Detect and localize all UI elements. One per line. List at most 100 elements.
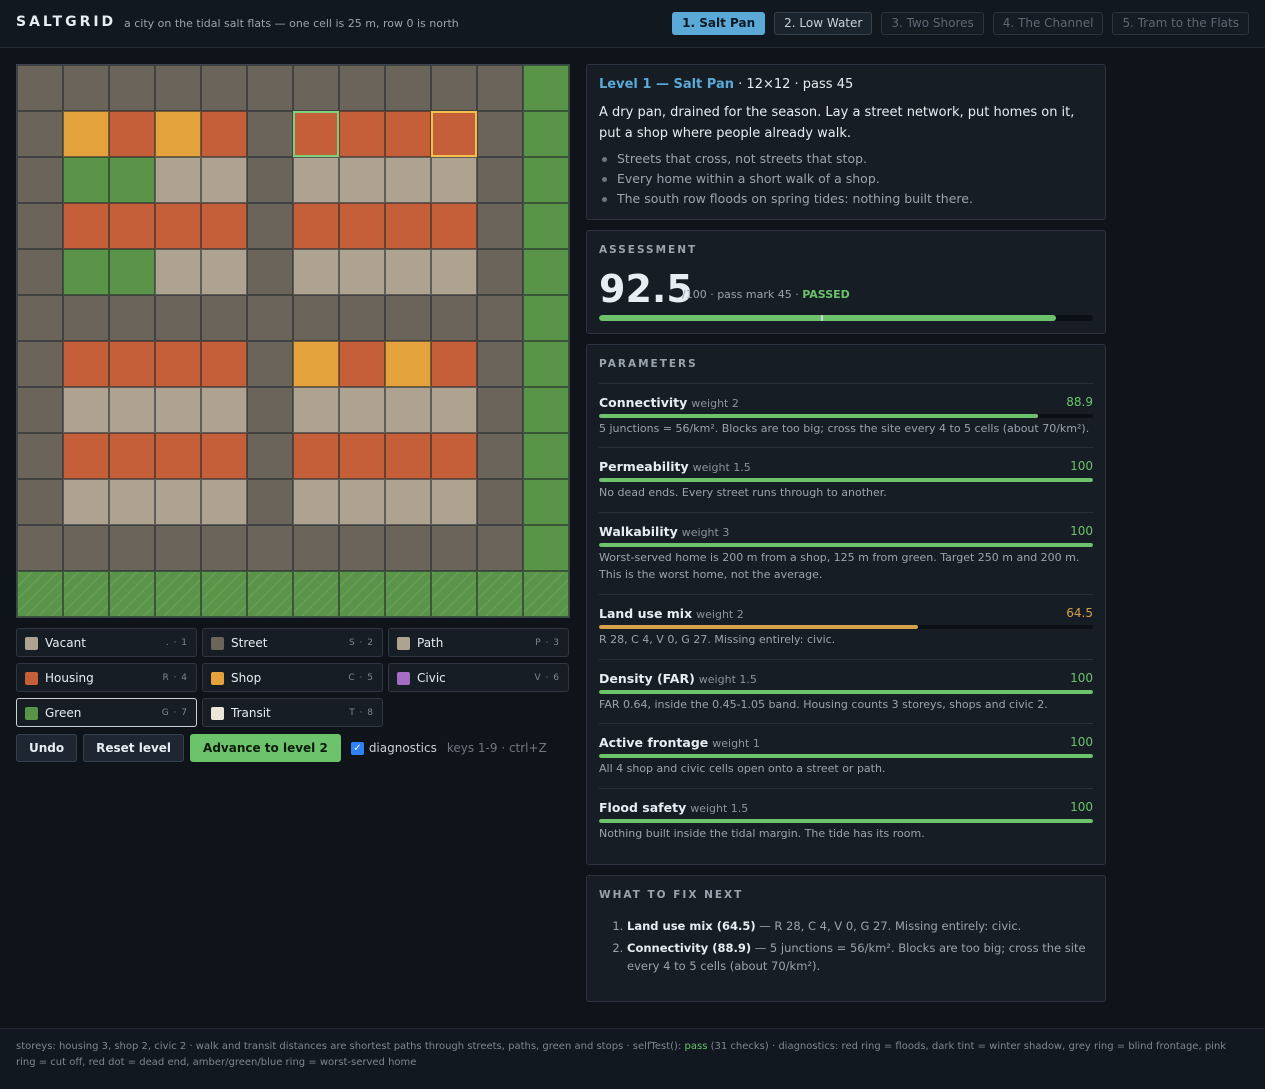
street-cell[interactable] xyxy=(477,203,523,249)
path-cell[interactable] xyxy=(63,479,109,525)
street-cell[interactable] xyxy=(431,295,477,341)
street-cell[interactable] xyxy=(477,341,523,387)
street-cell[interactable] xyxy=(17,65,63,111)
green-cell[interactable] xyxy=(247,571,293,617)
street-cell[interactable] xyxy=(109,295,155,341)
green-cell[interactable] xyxy=(155,571,201,617)
housing-cell[interactable] xyxy=(155,433,201,479)
housing-cell[interactable] xyxy=(201,203,247,249)
shop-cell[interactable] xyxy=(155,111,201,157)
green-cell[interactable] xyxy=(523,65,569,111)
green-cell[interactable] xyxy=(63,157,109,203)
street-cell[interactable] xyxy=(201,525,247,571)
housing-cell[interactable] xyxy=(109,203,155,249)
street-cell[interactable] xyxy=(63,295,109,341)
path-cell[interactable] xyxy=(431,387,477,433)
housing-cell[interactable] xyxy=(63,433,109,479)
housing-cell[interactable] xyxy=(431,433,477,479)
street-cell[interactable] xyxy=(109,65,155,111)
housing-cell[interactable] xyxy=(385,203,431,249)
green-cell[interactable] xyxy=(523,157,569,203)
housing-cell[interactable] xyxy=(63,341,109,387)
housing-cell[interactable] xyxy=(109,433,155,479)
housing-cell[interactable] xyxy=(155,203,201,249)
path-cell[interactable] xyxy=(63,387,109,433)
street-cell[interactable] xyxy=(17,249,63,295)
green-cell[interactable] xyxy=(109,571,155,617)
advance-level-button[interactable]: Advance to level 2 xyxy=(190,734,341,762)
street-cell[interactable] xyxy=(247,157,293,203)
tool-civic[interactable]: Civic V · 6 xyxy=(388,663,569,692)
tool-path[interactable]: Path P · 3 xyxy=(388,628,569,657)
housing-cell[interactable] xyxy=(63,203,109,249)
path-cell[interactable] xyxy=(155,479,201,525)
path-cell[interactable] xyxy=(155,249,201,295)
street-cell[interactable] xyxy=(385,525,431,571)
tab-level-3[interactable]: 3. Two Shores xyxy=(881,12,984,35)
path-cell[interactable] xyxy=(431,157,477,203)
street-cell[interactable] xyxy=(477,387,523,433)
path-cell[interactable] xyxy=(293,157,339,203)
tool-green[interactable]: Green G · 7 xyxy=(16,698,197,727)
housing-cell[interactable] xyxy=(155,341,201,387)
green-cell[interactable] xyxy=(109,249,155,295)
housing-cell[interactable] xyxy=(109,111,155,157)
street-cell[interactable] xyxy=(247,65,293,111)
street-cell[interactable] xyxy=(247,203,293,249)
street-cell[interactable] xyxy=(17,479,63,525)
green-cell[interactable] xyxy=(523,433,569,479)
path-cell[interactable] xyxy=(385,479,431,525)
tool-shop[interactable]: Shop C · 5 xyxy=(202,663,383,692)
shop-cell[interactable] xyxy=(293,341,339,387)
street-cell[interactable] xyxy=(247,249,293,295)
street-cell[interactable] xyxy=(17,525,63,571)
street-cell[interactable] xyxy=(17,295,63,341)
green-cell[interactable] xyxy=(523,571,569,617)
street-cell[interactable] xyxy=(17,111,63,157)
housing-cell[interactable] xyxy=(293,111,339,157)
street-cell[interactable] xyxy=(293,295,339,341)
street-cell[interactable] xyxy=(477,479,523,525)
undo-button[interactable]: Undo xyxy=(16,734,78,762)
housing-cell[interactable] xyxy=(339,341,385,387)
green-cell[interactable] xyxy=(385,571,431,617)
street-cell[interactable] xyxy=(109,525,155,571)
street-cell[interactable] xyxy=(17,433,63,479)
green-cell[interactable] xyxy=(523,525,569,571)
housing-cell[interactable] xyxy=(201,433,247,479)
street-cell[interactable] xyxy=(17,203,63,249)
path-cell[interactable] xyxy=(201,387,247,433)
path-cell[interactable] xyxy=(339,249,385,295)
green-cell[interactable] xyxy=(17,571,63,617)
street-cell[interactable] xyxy=(201,295,247,341)
housing-cell[interactable] xyxy=(339,111,385,157)
green-cell[interactable] xyxy=(523,479,569,525)
street-cell[interactable] xyxy=(247,433,293,479)
path-cell[interactable] xyxy=(431,249,477,295)
housing-cell[interactable] xyxy=(431,203,477,249)
green-cell[interactable] xyxy=(523,387,569,433)
path-cell[interactable] xyxy=(339,157,385,203)
street-cell[interactable] xyxy=(201,65,247,111)
green-cell[interactable] xyxy=(477,571,523,617)
path-cell[interactable] xyxy=(155,157,201,203)
reset-level-button[interactable]: Reset level xyxy=(83,734,185,762)
path-cell[interactable] xyxy=(155,387,201,433)
street-cell[interactable] xyxy=(17,341,63,387)
path-cell[interactable] xyxy=(109,479,155,525)
path-cell[interactable] xyxy=(201,479,247,525)
street-cell[interactable] xyxy=(247,295,293,341)
housing-cell[interactable] xyxy=(339,433,385,479)
shop-cell[interactable] xyxy=(63,111,109,157)
street-cell[interactable] xyxy=(293,65,339,111)
street-cell[interactable] xyxy=(63,525,109,571)
diagnostics-toggle[interactable]: ✓ diagnostics xyxy=(350,741,437,755)
green-cell[interactable] xyxy=(201,571,247,617)
tool-transit[interactable]: Transit T · 8 xyxy=(202,698,383,727)
path-cell[interactable] xyxy=(109,387,155,433)
street-cell[interactable] xyxy=(63,65,109,111)
housing-cell[interactable] xyxy=(109,341,155,387)
checkmark-icon[interactable]: ✓ xyxy=(350,741,364,755)
street-cell[interactable] xyxy=(477,157,523,203)
path-cell[interactable] xyxy=(339,479,385,525)
